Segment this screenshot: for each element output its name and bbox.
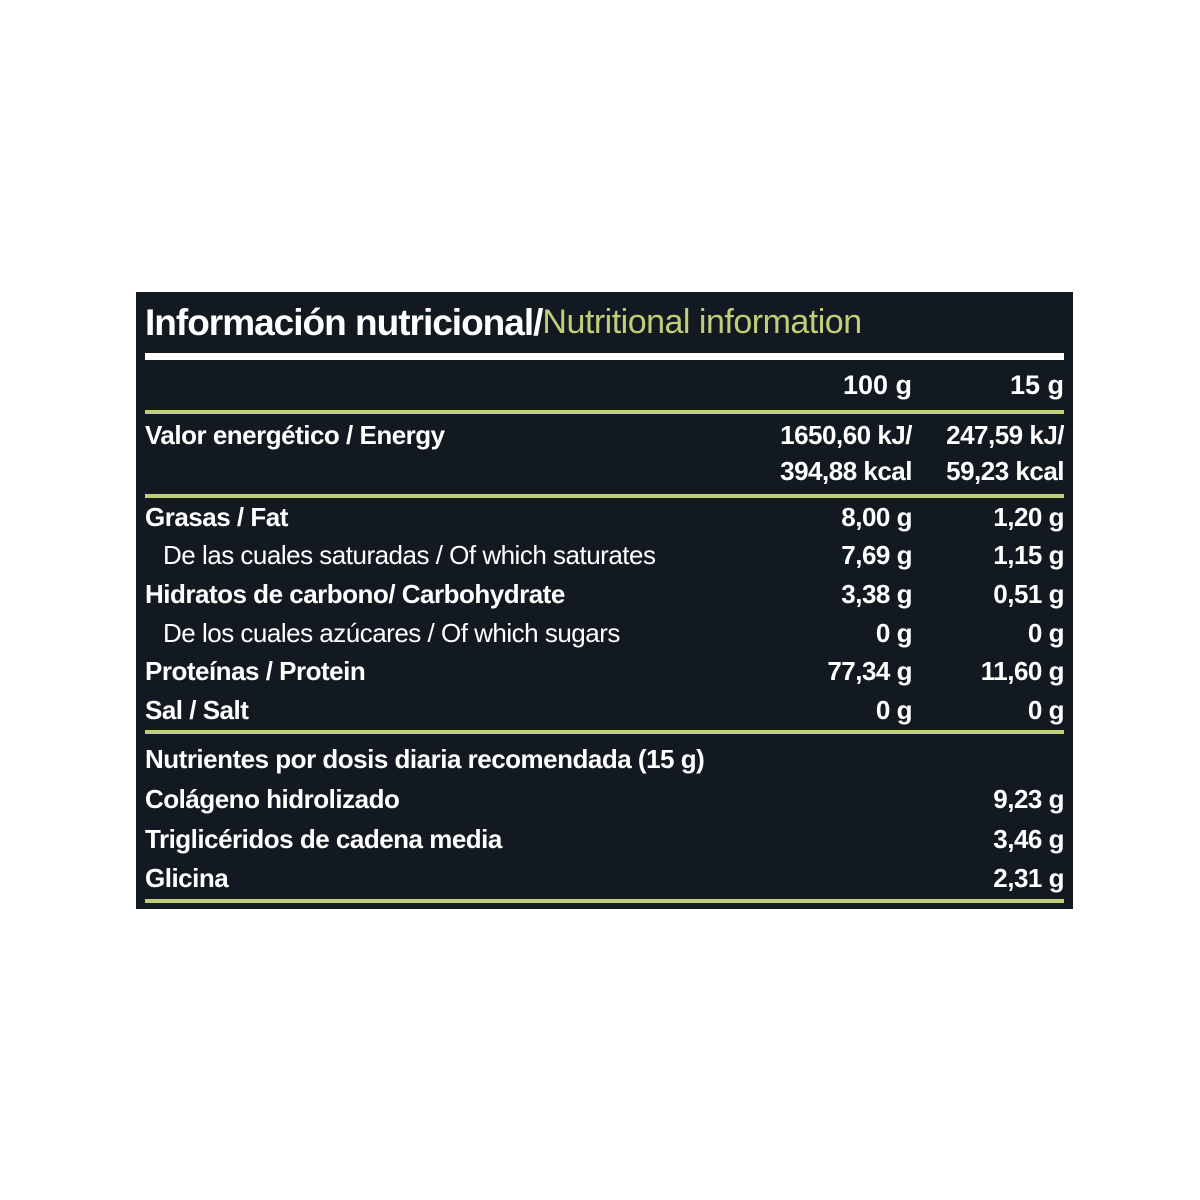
row-label: Grasas / Fat bbox=[145, 501, 288, 532]
daily-row-value: 2,31 g bbox=[993, 863, 1064, 894]
energy-value-15g: 247,59 kJ/ 59,23 kcal bbox=[912, 417, 1064, 489]
row-value-100g: 3,38 g bbox=[841, 579, 912, 610]
row-label: De los cuales azúcares / Of which sugars bbox=[163, 617, 620, 648]
row-value-15g: 0 g bbox=[1027, 617, 1065, 648]
title-divider bbox=[145, 353, 1064, 360]
column-header-row: 100 g 15 g bbox=[145, 360, 1064, 410]
table-row: De los cuales azúcares / Of which sugars… bbox=[145, 614, 1065, 653]
daily-dose-row: Colágeno hidrolizado 9,23 g bbox=[145, 780, 1065, 820]
energy-value-100g-kj: 1650,60 kJ/ bbox=[780, 420, 912, 450]
nutrient-rows: Grasas / Fat 8,00 g 1,20 g De las cuales… bbox=[145, 498, 1065, 730]
daily-dose-header-row: Nutrientes por dosis diaria recomendada … bbox=[145, 740, 1064, 780]
daily-row-label: Triglicéridos de cadena media bbox=[145, 823, 502, 854]
panel-title-en: Nutritional information bbox=[542, 303, 862, 341]
energy-row: Valor energético / Energy 1650,60 kJ/ 39… bbox=[145, 414, 1065, 494]
daily-dose-row: Glicina 2,31 g bbox=[145, 859, 1065, 899]
divider bbox=[145, 730, 1064, 734]
row-value-100g: 77,34 g bbox=[827, 656, 912, 687]
row-value-15g: 0 g bbox=[1027, 695, 1065, 726]
row-label: Hidratos de carbono/ Carbohydrate bbox=[145, 579, 565, 610]
column-header-100g: 100 g bbox=[842, 369, 912, 400]
divider bbox=[145, 899, 1064, 903]
panel-title: Información nutricional/Nutritional info… bbox=[145, 292, 1064, 353]
energy-value-15g-kcal: 59,23 kcal bbox=[946, 456, 1064, 486]
table-row: Hidratos de carbono/ Carbohydrate 3,38 g… bbox=[145, 575, 1065, 614]
row-label: De las cuales saturadas / Of which satur… bbox=[163, 540, 656, 571]
table-row: Proteínas / Protein 77,34 g 11,60 g bbox=[145, 653, 1065, 692]
row-label: Proteínas / Protein bbox=[145, 656, 366, 687]
row-label: Sal / Salt bbox=[145, 695, 249, 726]
daily-row-label: Colágeno hidrolizado bbox=[145, 784, 400, 815]
daily-row-value: 3,46 g bbox=[993, 823, 1064, 854]
column-header-15g: 15 g bbox=[1009, 369, 1064, 400]
table-row: Grasas / Fat 8,00 g 1,20 g bbox=[145, 498, 1065, 537]
row-value-100g: 8,00 g bbox=[841, 501, 912, 532]
daily-row-value: 9,23 g bbox=[993, 784, 1064, 815]
table-row: Sal / Salt 0 g 0 g bbox=[145, 691, 1065, 730]
row-value-15g: 0,51 g bbox=[993, 579, 1064, 610]
energy-value-100g-kcal: 394,88 kcal bbox=[780, 456, 912, 486]
energy-value-100g: 1650,60 kJ/ 394,88 kcal bbox=[752, 417, 912, 489]
row-value-15g: 1,20 g bbox=[993, 501, 1064, 532]
row-value-100g: 0 g bbox=[875, 617, 913, 648]
daily-dose-row: Triglicéridos de cadena media 3,46 g bbox=[145, 819, 1065, 859]
row-value-100g: 7,69 g bbox=[841, 540, 912, 571]
energy-value-15g-kj: 247,59 kJ/ bbox=[946, 420, 1064, 450]
panel-title-es: Información nutricional/ bbox=[145, 301, 543, 343]
daily-dose-section: Nutrientes por dosis diaria recomendada … bbox=[145, 734, 1065, 899]
daily-dose-header: Nutrientes por dosis diaria recomendada … bbox=[145, 744, 705, 775]
row-value-15g: 11,60 g bbox=[980, 656, 1065, 687]
row-value-15g: 1,15 g bbox=[993, 540, 1064, 571]
row-value-100g: 0 g bbox=[875, 695, 913, 726]
divider bbox=[145, 410, 1064, 414]
table-row: De las cuales saturadas / Of which satur… bbox=[145, 537, 1065, 576]
daily-row-label: Glicina bbox=[145, 863, 229, 894]
nutrition-panel: Información nutricional/Nutritional info… bbox=[136, 292, 1073, 909]
energy-label: Valor energético / Energy bbox=[145, 420, 445, 450]
divider bbox=[145, 494, 1064, 498]
